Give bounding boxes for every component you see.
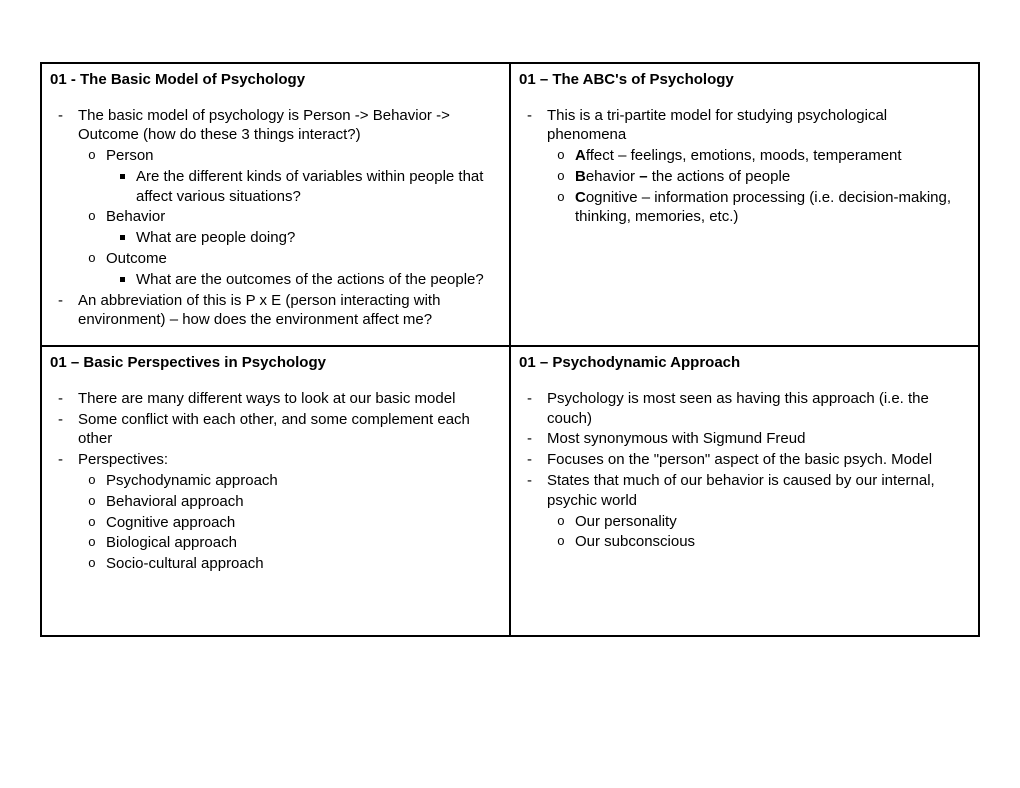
list-item: Outcome What are the outcomes of the act… [78,249,501,290]
cell-perspectives: 01 – Basic Perspectives in Psychology Th… [41,346,510,636]
text: ognitive – information processing (i.e. … [575,189,951,226]
text: Person [106,147,154,164]
list-item: Behavior – the actions of people [547,167,970,187]
list-item: States that much of our behavior is caus… [519,471,970,552]
bullet-list: The basic model of psychology is Person … [50,106,501,331]
list-item: This is a tri-partite model for studying… [519,106,970,228]
bullet-list: This is a tri-partite model for studying… [519,106,970,228]
cell-title: 01 – The ABC's of Psychology [519,70,970,90]
text: C [575,189,586,206]
cell-basic-model: 01 - The Basic Model of Psychology The b… [41,63,510,346]
list-item: What are the outcomes of the actions of … [106,270,501,290]
cell-title: 01 - The Basic Model of Psychology [50,70,501,90]
list-item: There are many different ways to look at… [50,389,501,409]
cell-title: 01 – Basic Perspectives in Psychology [50,353,501,373]
list-item: An abbreviation of this is P x E (person… [50,291,501,331]
list-item: Most synonymous with Sigmund Freud [519,429,970,449]
cell-psychodynamic: 01 – Psychodynamic Approach Psychology i… [510,346,979,636]
list-item: Psychodynamic approach [78,471,501,491]
text: Behavior [106,208,165,225]
list-item: Person Are the different kinds of variab… [78,146,501,206]
list-item: Cognitive – information processing (i.e.… [547,188,970,228]
text: Perspectives: [78,451,168,468]
list-item: Are the different kinds of variables wit… [106,167,501,207]
list-item: Behavior What are people doing? [78,207,501,248]
text: ehavior [586,168,639,185]
text: The basic model of psychology is Person … [78,107,450,144]
notes-table: 01 - The Basic Model of Psychology The b… [40,62,980,637]
text: A [575,147,586,164]
list-item: Psychology is most seen as having this a… [519,389,970,429]
text: the actions of people [648,168,791,185]
text: ffect – feelings, emotions, moods, tempe… [586,147,902,164]
list-item: What are people doing? [106,228,501,248]
list-item: Perspectives: Psychodynamic approach Beh… [50,450,501,574]
list-item: Some conflict with each other, and some … [50,410,501,450]
bullet-list: Psychology is most seen as having this a… [519,389,970,552]
bullet-list: There are many different ways to look at… [50,389,501,574]
list-item: Our personality [547,512,970,532]
list-item: Focuses on the "person" aspect of the ba… [519,450,970,470]
text: B [575,168,586,185]
cell-title: 01 – Psychodynamic Approach [519,353,970,373]
text: States that much of our behavior is caus… [547,472,935,509]
text: – [639,168,647,185]
text: This is a tri-partite model for studying… [547,107,887,144]
cell-abcs: 01 – The ABC's of Psychology This is a t… [510,63,979,346]
list-item: Cognitive approach [78,513,501,533]
list-item: Our subconscious [547,532,970,552]
list-item: Affect – feelings, emotions, moods, temp… [547,146,970,166]
list-item: Behavioral approach [78,492,501,512]
list-item: Biological approach [78,533,501,553]
text: Outcome [106,250,167,267]
list-item: Socio-cultural approach [78,554,501,574]
list-item: The basic model of psychology is Person … [50,106,501,290]
